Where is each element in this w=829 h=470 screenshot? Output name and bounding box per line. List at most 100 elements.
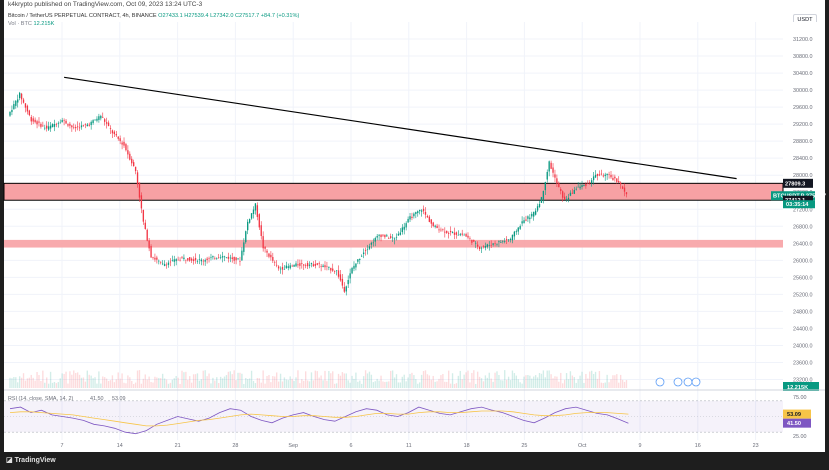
- candle-body: [30, 117, 32, 122]
- volume-bar: [504, 370, 506, 388]
- price-label-box: [783, 195, 813, 205]
- chart-legend: Bitcoin / TetherUS PERPETUAL CONTRACT, 4…: [8, 12, 299, 28]
- candle-body: [505, 239, 508, 241]
- candle-body: [399, 232, 402, 235]
- candle-body: [200, 259, 202, 262]
- candle-body: [241, 250, 243, 261]
- volume-bar: [444, 381, 446, 388]
- volume-bar: [9, 377, 11, 388]
- volume-bar: [320, 375, 322, 388]
- y-tick-label: 28800.0: [793, 139, 813, 145]
- volume-bar: [260, 382, 262, 388]
- countdown-box: [783, 200, 815, 209]
- volume-bar: [434, 381, 436, 388]
- candle-body: [320, 266, 322, 267]
- volume-bar: [393, 377, 396, 388]
- volume-bar: [436, 381, 438, 388]
- candle-body: [407, 218, 409, 223]
- y-tick-label: 24800.0: [793, 309, 813, 315]
- candle-body: [206, 258, 208, 261]
- candle-body: [152, 257, 154, 259]
- candle-body: [148, 240, 150, 249]
- candle-body: [347, 279, 349, 285]
- candle-body: [486, 244, 489, 247]
- candle-body: [364, 250, 367, 252]
- y-tick-label: 26000.0: [793, 258, 813, 264]
- support-zone: [4, 239, 783, 248]
- volume-bar: [482, 381, 485, 388]
- candle-body: [88, 124, 90, 126]
- volume-bar: [183, 372, 185, 388]
- volume-bar: [592, 373, 595, 388]
- volume-bar: [428, 375, 431, 388]
- volume-bar: [291, 378, 293, 388]
- candle-body: [67, 124, 69, 126]
- volume-bar: [138, 370, 141, 388]
- candle-body: [596, 173, 599, 176]
- volume-bar: [619, 374, 622, 388]
- candle-body: [254, 203, 257, 211]
- y-tick-label: 26400.0: [793, 241, 813, 247]
- candle-body: [75, 127, 77, 129]
- volume-bar: [154, 376, 156, 388]
- candle-body: [192, 259, 195, 262]
- volume-bar: [225, 375, 228, 388]
- candle-body: [133, 162, 135, 167]
- candle-body: [177, 259, 179, 261]
- volume-bar: [73, 370, 75, 388]
- candle-body: [563, 196, 566, 200]
- volume-bar: [227, 371, 230, 388]
- candle-body: [496, 243, 498, 245]
- volume-bar: [604, 382, 606, 388]
- volume-bar: [177, 377, 179, 388]
- volume-bar: [17, 382, 19, 388]
- volume-bar: [44, 382, 46, 388]
- volume-bar: [277, 381, 280, 388]
- price-chart[interactable]: 31200.0 30800.0 30400.0 30000.0 29600.0 29200…: [0, 0, 829, 452]
- candle-body: [419, 209, 421, 212]
- candle-body: [604, 174, 606, 177]
- candle-body: [9, 111, 11, 116]
- volume-bar: [449, 383, 452, 388]
- volume-bar: [200, 379, 202, 388]
- volume-bar: [208, 373, 210, 388]
- volume-bar: [349, 382, 351, 388]
- candle-body: [289, 265, 291, 269]
- candle-body: [84, 124, 87, 125]
- volume-bar: [49, 371, 52, 388]
- volume-bar: [469, 382, 471, 388]
- candle-body: [17, 99, 19, 103]
- volume-bar: [558, 381, 560, 388]
- candle-body: [46, 125, 48, 129]
- volume-bar: [618, 382, 620, 388]
- candle-body: [362, 252, 365, 255]
- candle-body: [355, 263, 357, 268]
- candle-body: [478, 246, 481, 250]
- volume-axis-box: [783, 382, 819, 391]
- volume-bar: [46, 377, 48, 388]
- candle-body: [484, 245, 487, 248]
- price-label-box: [783, 178, 813, 188]
- volume-bar: [554, 376, 556, 388]
- candle-body: [175, 259, 177, 262]
- volume-bar: [560, 372, 562, 388]
- volume-bar: [146, 379, 148, 388]
- candle-body: [123, 141, 125, 146]
- event-icon: [673, 377, 683, 387]
- candle-body: [185, 259, 187, 261]
- candle-body: [562, 191, 564, 198]
- symbol-title[interactable]: Bitcoin / TetherUS PERPETUAL CONTRACT, 4…: [8, 13, 157, 19]
- candle-body: [494, 243, 496, 244]
- volume-bar: [534, 375, 537, 388]
- volume-bar: [254, 383, 257, 388]
- candle-body: [208, 257, 210, 259]
- volume-bar: [235, 380, 237, 388]
- volume-bar: [430, 379, 432, 388]
- volume-bar: [109, 380, 112, 388]
- candle-body: [78, 127, 81, 129]
- candle-body: [26, 105, 29, 112]
- volume-bar: [521, 383, 523, 388]
- candle-body: [536, 206, 539, 211]
- volume-bar: [625, 380, 628, 388]
- candle-body: [69, 123, 71, 126]
